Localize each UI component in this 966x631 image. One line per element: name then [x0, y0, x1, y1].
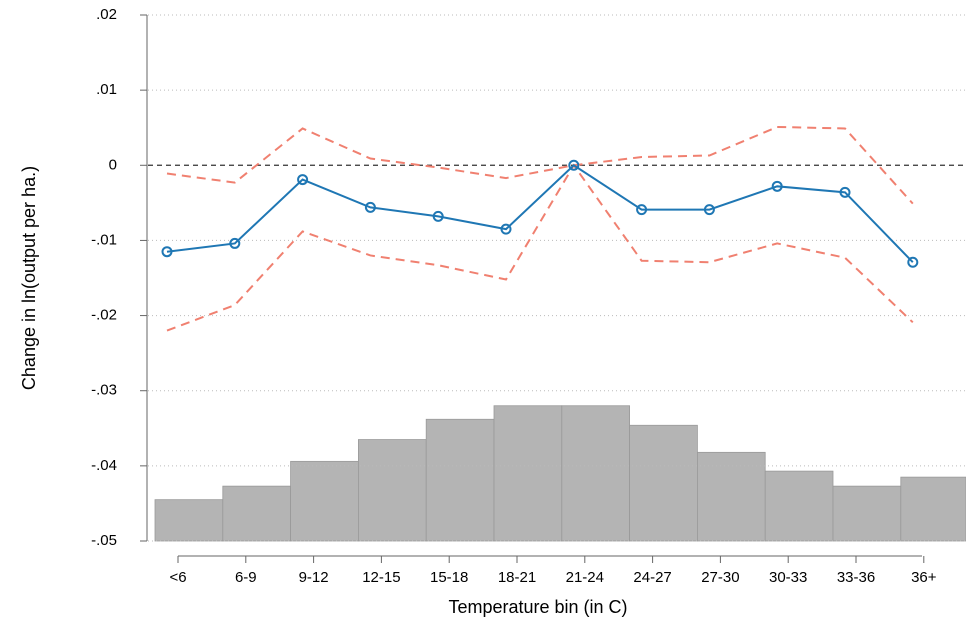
estimate-point	[636, 204, 648, 216]
estimate-point	[907, 256, 919, 268]
ci-upper-line	[166, 125, 914, 205]
y-axis-label: Change in ln(output per ha.)	[19, 166, 39, 390]
histogram-bar	[154, 499, 224, 542]
histogram-bar	[697, 451, 766, 542]
histogram-bar	[832, 485, 902, 542]
histogram-bar	[222, 485, 292, 542]
y-tick-label: .01	[96, 81, 117, 98]
estimate-point	[703, 204, 715, 216]
y-tick-label: -.01	[91, 231, 117, 248]
estimate-point	[161, 246, 173, 258]
histogram-bar	[629, 424, 698, 542]
estimate-point	[568, 159, 580, 171]
histogram-bar	[493, 405, 563, 542]
x-tick-label: 15-18	[430, 569, 468, 586]
estimate-point	[297, 174, 309, 186]
histogram-bar	[357, 439, 427, 542]
x-tick-label: 27-30	[701, 569, 739, 586]
y-tick-label: -.04	[91, 457, 117, 474]
estimate-point	[771, 180, 783, 192]
x-tick-label: 36+	[911, 569, 937, 586]
histogram-bar	[900, 476, 966, 542]
estimate-point	[229, 237, 241, 249]
estimate-point	[364, 201, 376, 213]
ci-lower-line	[166, 163, 914, 332]
x-tick-label: <6	[169, 569, 186, 586]
estimate-line	[166, 164, 914, 263]
estimate-point	[500, 223, 512, 235]
x-tick-label: 33-36	[837, 569, 875, 586]
histogram-bar	[561, 405, 630, 542]
estimate-point	[839, 186, 851, 198]
x-tick-label: 21-24	[566, 569, 604, 586]
x-tick-label: 9-12	[299, 569, 329, 586]
y-tick-label: -.02	[91, 307, 117, 324]
x-tick-label: 24-27	[633, 569, 671, 586]
x-tick-label: 18-21	[498, 569, 536, 586]
estimate-point	[432, 210, 444, 222]
histogram-bar	[290, 460, 359, 542]
y-tick-label: -.05	[91, 532, 117, 549]
histogram-bar	[425, 418, 495, 542]
x-tick-label: 12-15	[362, 569, 400, 586]
histogram-bar	[764, 470, 834, 542]
y-tick-label: 0	[109, 156, 117, 173]
x-axis-label: Temperature bin (in C)	[448, 597, 627, 617]
y-tick-label: .02	[96, 6, 117, 23]
x-tick-label: 30-33	[769, 569, 807, 586]
x-tick-label: 6-9	[235, 569, 257, 586]
y-tick-label: -.03	[91, 382, 117, 399]
